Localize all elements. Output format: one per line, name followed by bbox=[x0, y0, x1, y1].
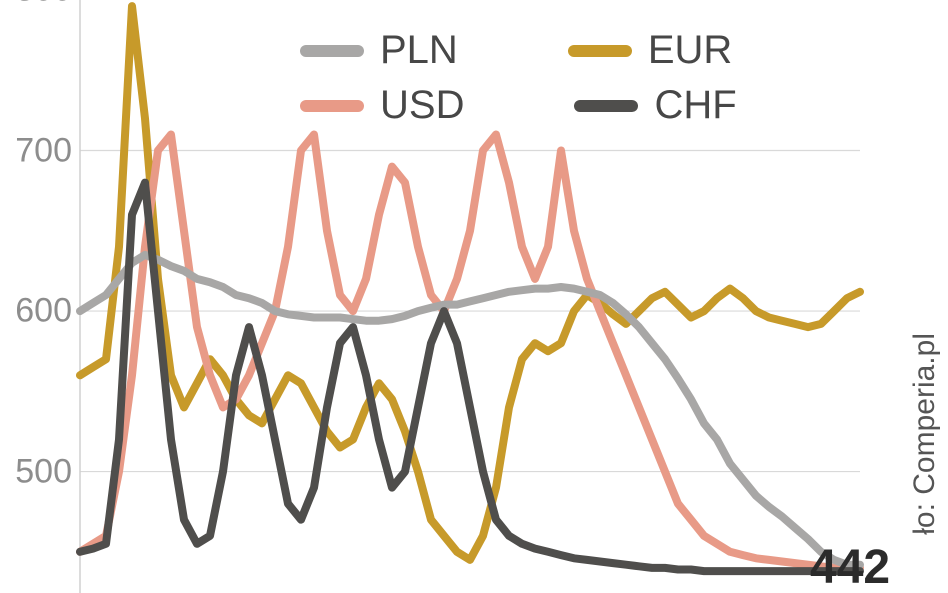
legend-swatch bbox=[574, 100, 638, 112]
y-tick-label: 500 bbox=[15, 452, 72, 491]
y-tick-label: 700 bbox=[15, 131, 72, 170]
callout-value: 442 bbox=[810, 540, 890, 593]
legend-label: CHF bbox=[654, 83, 736, 128]
y-tick-label: 600 bbox=[15, 292, 72, 331]
line-chart: 500 600 700 800 PLN EUR USD CHF 442 ło: Comper… bbox=[0, 0, 948, 593]
series-usd bbox=[80, 135, 860, 568]
legend-swatch bbox=[568, 45, 632, 57]
legend-item-eur: EUR bbox=[568, 28, 732, 73]
legend-label: USD bbox=[380, 83, 464, 128]
legend: PLN EUR USD CHF bbox=[300, 28, 737, 128]
legend-swatch bbox=[300, 100, 364, 112]
legend-label: EUR bbox=[648, 28, 732, 73]
legend-label: PLN bbox=[380, 28, 458, 73]
source-credit: ło: Comperia.pl bbox=[908, 333, 942, 535]
legend-item-chf: CHF bbox=[574, 83, 736, 128]
legend-item-pln: PLN bbox=[300, 28, 458, 73]
y-tick-label: 800 bbox=[15, 0, 72, 10]
legend-swatch bbox=[300, 45, 364, 57]
legend-item-usd: USD bbox=[300, 83, 464, 128]
